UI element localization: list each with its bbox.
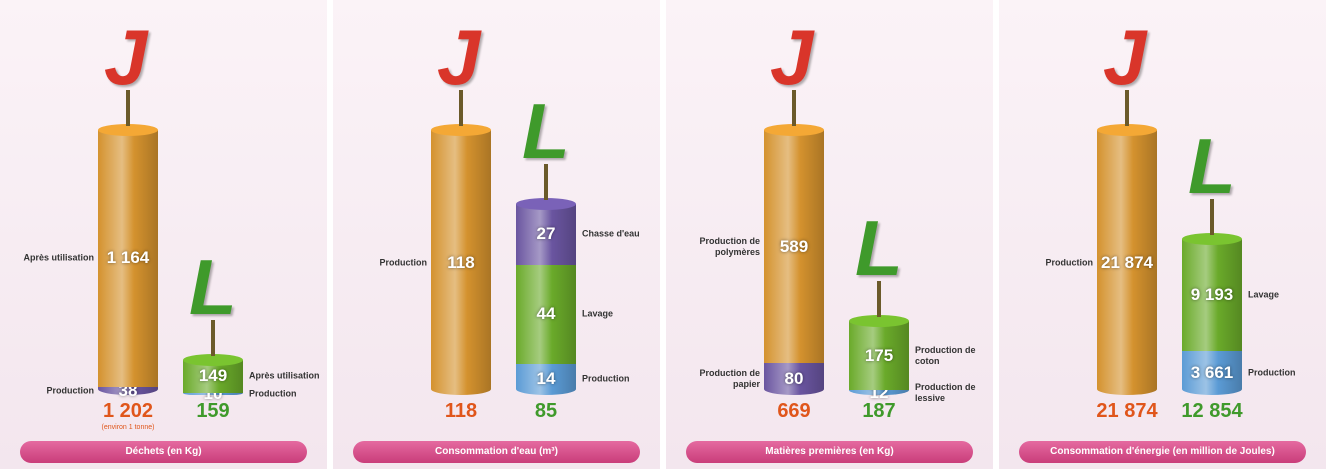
segment-name: Après utilisation (23, 252, 94, 263)
icon: J (770, 13, 814, 101)
panel-title: Consommation d'énergie (en million de Jo… (1019, 441, 1306, 463)
segment-name: Lavage (1248, 289, 1280, 300)
cylinder-segment (98, 386, 158, 395)
total: 21 874 (1096, 400, 1158, 422)
total: 187 (862, 400, 896, 422)
segment-value: 149 (198, 366, 228, 386)
cylinder-segment (516, 204, 576, 265)
segment-name: Production (1045, 257, 1094, 267)
panel: J 118 Production 118 14 Production 44 Lavage L 27… (333, 0, 660, 469)
segment-name: Production de polymères (699, 235, 761, 257)
segment-name: Production (1248, 367, 1296, 378)
icon: J (104, 13, 148, 101)
panel: 38 Production J 1 164 Après utilisation 1 202… (0, 0, 327, 469)
segment-name: Production de papier (699, 368, 761, 390)
cylinder-segment (764, 130, 824, 364)
cylinder-segment (849, 320, 909, 391)
segment-name: Lavage (582, 308, 614, 319)
segment-value: 1 164 (106, 248, 150, 268)
segment-value: 118 (447, 252, 475, 272)
segment-value: 589 (779, 236, 809, 256)
segment-value: 14 (536, 369, 556, 389)
cylinder-top (849, 314, 909, 327)
cylinder-top (183, 353, 243, 366)
cylinder-segment (183, 392, 243, 395)
segment-value: 44 (536, 304, 556, 324)
segment-name: Chasse d'eau (582, 228, 640, 239)
total: 159 (196, 400, 230, 422)
cylinder-top (764, 124, 824, 136)
total: 85 (534, 400, 558, 422)
segment-name: Après utilisation (249, 370, 320, 381)
segment-value: 80 (784, 369, 804, 389)
cylinder-segment (1097, 130, 1157, 395)
panel: 80 Production de papier J 589 Production de … (666, 0, 993, 469)
icon-stem (1210, 199, 1214, 236)
icon-stem (1125, 90, 1129, 126)
icon: L (189, 242, 237, 331)
cylinder-segment (516, 363, 576, 395)
segment-name: Production (582, 373, 630, 384)
segment-value: 175 (864, 345, 894, 365)
panel-title: Déchets (en Kg) (20, 441, 307, 463)
segment-name: Production (249, 388, 297, 399)
icon: L (1188, 122, 1236, 211)
cylinder-top (431, 124, 491, 136)
segment-name: Production de lessive (915, 381, 976, 403)
icon-stem (126, 90, 130, 126)
segment-value: 9 193 (1190, 284, 1234, 304)
cylinder-segment (1182, 239, 1242, 351)
panel-title: Matières premières (en Kg) (686, 441, 973, 463)
icon: J (437, 13, 481, 101)
cylinder-top (98, 124, 158, 136)
segment-value: 27 (536, 224, 556, 244)
segment-name: Production de coton (915, 344, 976, 366)
segment-name: Production (46, 385, 95, 396)
cylinder-segment (431, 130, 491, 395)
segment-name: Production (379, 257, 428, 267)
icon-stem (544, 164, 548, 201)
total: 1 202 (102, 400, 154, 422)
icon-stem (211, 319, 215, 356)
panel: J 21 874 Production 21 874 3 661 Production L 9… (999, 0, 1326, 469)
icon: J (1103, 13, 1147, 101)
cylinder-top (516, 198, 576, 211)
segment-value: 3 661 (1190, 362, 1234, 382)
cylinder-segment (516, 264, 576, 364)
cylinder-top (1182, 233, 1242, 246)
cylinder-segment (98, 130, 158, 387)
icon: L (855, 203, 903, 292)
icon-stem (459, 90, 463, 126)
total-note: (environ 1 tonne) (101, 424, 155, 431)
cylinder-segment (849, 390, 909, 395)
total: 118 (444, 400, 478, 422)
icon-stem (792, 90, 796, 126)
icon: L (522, 87, 570, 176)
panel-title: Consommation d'eau (m³) (353, 441, 640, 463)
cylinder-segment (764, 363, 824, 395)
total: 12 854 (1181, 400, 1243, 422)
segment-value: 21 874 (1101, 252, 1153, 272)
cylinder-top (1097, 124, 1157, 136)
icon-stem (877, 280, 881, 317)
total: 669 (777, 400, 811, 422)
cylinder-segment (1182, 350, 1242, 395)
